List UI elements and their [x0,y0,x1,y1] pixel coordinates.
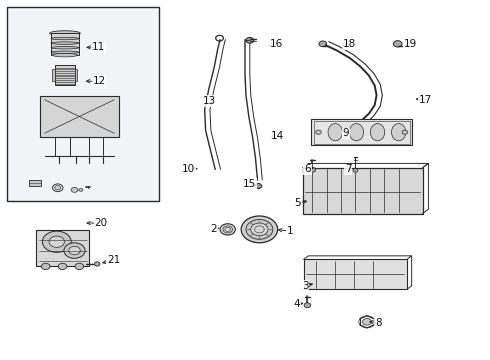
Ellipse shape [328,123,343,141]
Ellipse shape [349,123,364,141]
Circle shape [49,236,65,247]
Text: 2: 2 [211,224,217,234]
Text: 4: 4 [294,299,300,309]
Circle shape [319,41,327,47]
Circle shape [58,263,67,270]
Circle shape [246,37,254,43]
Bar [74,69,77,81]
Circle shape [79,189,83,191]
Circle shape [393,41,402,47]
Ellipse shape [51,51,79,54]
Bar [314,121,410,144]
Circle shape [255,184,262,189]
Text: 13: 13 [203,96,216,106]
Ellipse shape [51,46,79,49]
Circle shape [41,263,50,270]
Ellipse shape [52,53,77,57]
Text: 1: 1 [287,226,294,236]
Bar [311,119,412,145]
Circle shape [304,303,311,308]
Circle shape [69,246,80,255]
Circle shape [75,263,84,270]
Text: 10: 10 [182,164,195,174]
Circle shape [309,167,316,172]
Bar [55,65,74,85]
Circle shape [343,122,358,134]
Text: 16: 16 [270,39,283,49]
Bar [303,168,423,213]
Ellipse shape [51,42,79,44]
Circle shape [316,130,321,134]
Circle shape [241,216,278,243]
Circle shape [42,231,71,252]
Bar [7,7,159,201]
Bar [51,33,79,55]
Bar [36,230,89,266]
Circle shape [52,184,63,192]
Circle shape [64,243,85,258]
Bar [52,69,55,81]
Circle shape [94,262,100,266]
Circle shape [402,130,408,134]
Text: 20: 20 [95,218,107,228]
Ellipse shape [370,123,385,141]
Text: 21: 21 [107,256,120,265]
Bar [40,96,119,137]
Bar [304,259,407,289]
Text: 15: 15 [243,179,256,189]
Text: 19: 19 [404,39,417,49]
Ellipse shape [49,31,80,36]
Text: 8: 8 [375,318,382,328]
Ellipse shape [51,37,79,40]
Circle shape [251,223,268,236]
Text: 6: 6 [304,165,311,174]
Circle shape [71,188,78,192]
Text: 17: 17 [419,95,432,104]
Text: 18: 18 [343,39,356,49]
Text: 7: 7 [345,165,351,174]
Text: 11: 11 [92,42,105,52]
Circle shape [353,169,358,172]
Ellipse shape [392,123,406,141]
Text: 14: 14 [271,131,284,140]
Text: 5: 5 [294,198,301,208]
Bar [29,180,41,186]
Circle shape [246,220,273,239]
Text: 3: 3 [302,281,308,291]
Circle shape [220,224,235,235]
Circle shape [363,319,371,325]
Text: 12: 12 [93,76,106,86]
Text: 9: 9 [343,129,349,139]
